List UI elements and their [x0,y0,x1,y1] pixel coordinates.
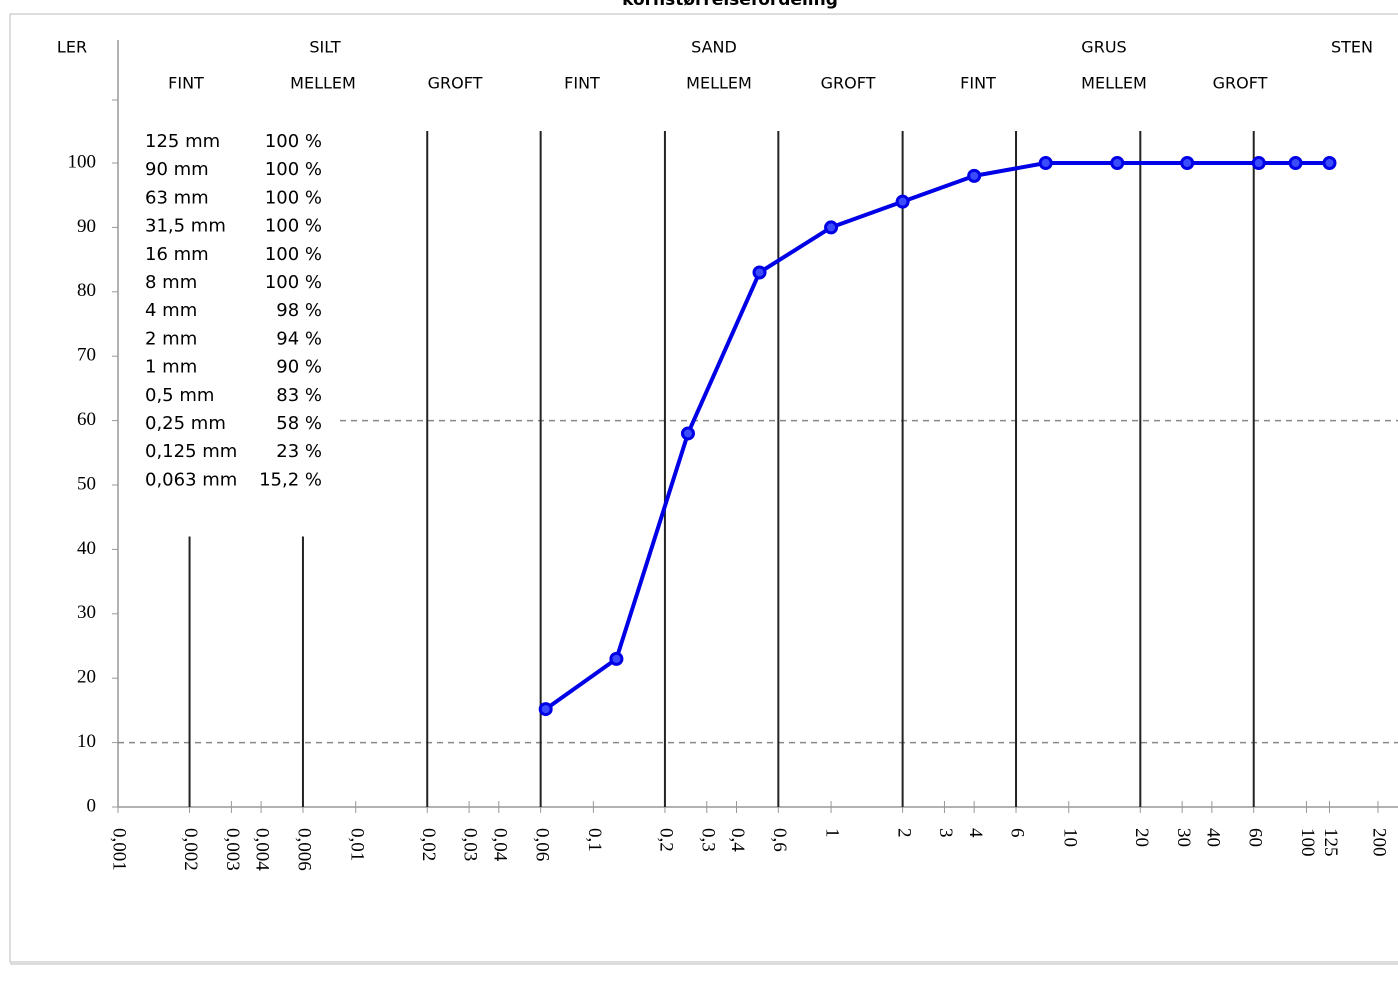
x-tick-label: 0,003 [222,828,243,871]
x-tick-label: 0,006 [294,828,315,871]
table-size: 90 mm [145,159,209,180]
table-size: 0,063 mm [145,469,237,490]
subfraction-label: MELLEM [686,74,752,93]
x-tick-label: 0,002 [180,828,201,871]
x-tick-label: 0,1 [584,828,605,852]
data-point [1322,156,1337,170]
data-point [1038,156,1053,170]
x-tick-label: 10 [1059,828,1080,847]
fraction-label: GRUS [1081,38,1126,57]
y-tick-label: 20 [77,667,96,688]
x-tick-label: 200 [1369,828,1390,857]
x-tick-label: 2 [893,828,914,838]
data-point [1180,156,1195,170]
table-percent: 83 % [276,385,322,406]
subfraction-label: MELLEM [1081,74,1147,93]
y-tick-label: 10 [77,731,96,752]
table-size: 63 mm [145,187,209,208]
x-tick-label: 0,04 [489,828,510,862]
x-tick-label: 0,03 [460,828,481,861]
x-tick-label: 0,4 [727,828,748,852]
data-point [538,702,553,717]
table-size: 0,25 mm [145,413,226,434]
table-size: 31,5 mm [145,216,226,237]
chart-frame [9,13,1398,963]
table-size: 16 mm [145,244,209,265]
x-tick-label: 1 [822,828,843,838]
x-tick-label: 40 [1203,828,1224,847]
table-percent: 15,2 % [259,469,322,490]
table-size: 8 mm [145,272,197,293]
x-tick-label: 0,06 [531,828,552,861]
table-percent: 100 % [265,272,322,293]
table-percent: 23 % [276,441,322,462]
fraction-label: STEN [1331,38,1373,57]
subfraction-label: FINT [960,74,996,93]
data-point [1251,156,1266,170]
table-percent: 90 % [276,357,322,378]
y-tick-label: 40 [77,538,96,559]
data-point [967,168,982,183]
table-percent: 100 % [265,187,322,208]
data-point [680,426,695,441]
x-tick-label: 0,001 [109,828,130,871]
table-size: 2 mm [145,328,197,349]
y-tick-label: 50 [77,473,96,494]
data-point [1288,156,1303,170]
table-size: 125 mm [145,131,220,152]
x-tick-label: 0,004 [252,828,273,871]
x-tick-label: 3 [935,828,956,838]
subfraction-label: MELLEM [290,74,356,93]
y-tick-label: 30 [77,602,96,623]
x-tick-label: 100 [1297,828,1318,857]
table-size: 4 mm [145,300,197,321]
subfraction-label: GROFT [1213,74,1268,93]
data-point [824,220,839,235]
x-tick-label: 0,02 [418,828,439,861]
y-tick-label: 100 [68,151,97,172]
data-point [895,194,910,209]
data-point [609,651,624,666]
y-tick-label: 80 [77,280,96,301]
y-tick-label: 60 [77,409,96,430]
y-tick-label: 0 [87,795,97,816]
table-size: 0,125 mm [145,441,237,462]
fraction-label: SAND [691,38,737,57]
x-tick-label: 0,2 [656,828,677,852]
x-tick-label: 4 [965,828,986,838]
data-point [752,265,767,280]
x-tick-label: 0,3 [697,828,718,852]
table-percent: 94 % [276,328,322,349]
table-percent: 100 % [265,131,322,152]
subfraction-label: GROFT [821,74,876,93]
y-tick-label: 90 [77,216,96,237]
table-percent: 100 % [265,244,322,265]
subfraction-label: GROFT [428,74,483,93]
fraction-label: LER [57,38,87,57]
subfraction-label: FINT [168,74,204,93]
table-percent: 100 % [265,216,322,237]
x-tick-label: 0,6 [769,828,790,852]
table-size: 1 mm [145,357,197,378]
x-tick-label: 125 [1320,828,1341,857]
x-tick-label: 30 [1173,828,1194,847]
x-tick-label: 20 [1131,828,1152,847]
table-size: 0,5 mm [145,385,214,406]
table-percent: 98 % [276,300,322,321]
table-percent: 100 % [265,159,322,180]
chart-title: kornstørrelsefordeling [622,0,838,10]
subfraction-label: FINT [564,74,600,93]
fraction-label: SILT [309,38,341,57]
x-tick-label: 60 [1244,828,1265,847]
table-percent: 58 % [276,413,322,434]
data-point [1110,156,1125,170]
x-tick-label: 6 [1007,828,1028,838]
y-tick-label: 70 [77,345,96,366]
x-tick-label: 0,01 [346,828,367,861]
